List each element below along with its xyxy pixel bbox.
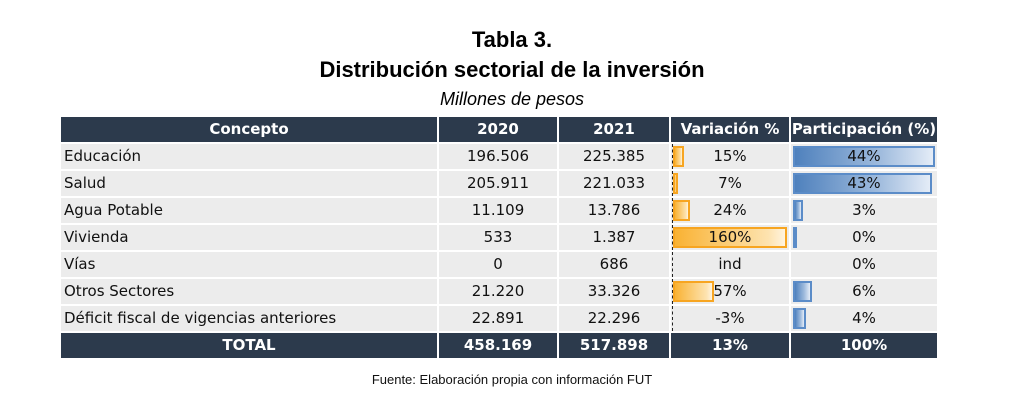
cell-participacion: 3% bbox=[791, 198, 937, 223]
header-participacion: Participación (%) bbox=[791, 117, 937, 142]
total-label: TOTAL bbox=[61, 333, 437, 358]
header-row: Concepto 2020 2021 Variación % Participa… bbox=[61, 117, 937, 142]
variacion-value: 160% bbox=[708, 228, 752, 246]
variacion-value: ind bbox=[718, 255, 742, 273]
variacion-data-bar bbox=[673, 173, 678, 194]
table-row: Educación 196.506 225.385 15% 44% bbox=[61, 144, 937, 169]
cell-variacion: ind bbox=[671, 252, 789, 277]
cell-2021: 13.786 bbox=[559, 198, 669, 223]
cell-variacion: 7% bbox=[671, 171, 789, 196]
cell-2020: 22.891 bbox=[439, 306, 557, 331]
cell-2020: 11.109 bbox=[439, 198, 557, 223]
cell-concepto: Educación bbox=[61, 144, 437, 169]
cell-2021: 225.385 bbox=[559, 144, 669, 169]
variacion-value: 7% bbox=[718, 174, 742, 192]
cell-variacion: 57% bbox=[671, 279, 789, 304]
total-row: TOTAL 458.169 517.898 13% 100% bbox=[61, 333, 937, 358]
cell-2021: 1.387 bbox=[559, 225, 669, 250]
cell-participacion: 0% bbox=[791, 225, 937, 250]
cell-variacion: 24% bbox=[671, 198, 789, 223]
table-row: Vivienda 533 1.387 160% 0% bbox=[61, 225, 937, 250]
participacion-data-bar bbox=[793, 281, 813, 302]
variacion-data-bar bbox=[673, 281, 714, 302]
participacion-data-bar bbox=[793, 200, 803, 221]
table-subtitle: Millones de pesos bbox=[439, 89, 585, 109]
table-title: Distribución sectorial de la inversión bbox=[319, 57, 705, 82]
cell-2020: 205.911 bbox=[439, 171, 557, 196]
cell-2021: 33.326 bbox=[559, 279, 669, 304]
cell-participacion: 4% bbox=[791, 306, 937, 331]
header-2020: 2020 bbox=[439, 117, 557, 142]
variacion-value: -3% bbox=[715, 309, 745, 327]
variacion-value: 15% bbox=[713, 147, 747, 165]
participacion-data-bar bbox=[793, 173, 932, 194]
investment-table: Concepto 2020 2021 Variación % Participa… bbox=[59, 115, 939, 360]
cell-concepto: Déficit fiscal de vigencias anteriores bbox=[61, 306, 437, 331]
variacion-axis-line bbox=[672, 171, 673, 196]
variacion-data-bar bbox=[673, 200, 691, 221]
header-2021: 2021 bbox=[559, 117, 669, 142]
variacion-axis-line bbox=[672, 252, 673, 277]
total-participacion: 100% bbox=[791, 333, 937, 358]
total-2021: 517.898 bbox=[559, 333, 669, 358]
cell-concepto: Otros Sectores bbox=[61, 279, 437, 304]
cell-2020: 0 bbox=[439, 252, 557, 277]
variacion-axis-line bbox=[672, 279, 673, 304]
cell-2021: 221.033 bbox=[559, 171, 669, 196]
table-row: Agua Potable 11.109 13.786 24% 3% bbox=[61, 198, 937, 223]
table-row: Otros Sectores 21.220 33.326 57% 6% bbox=[61, 279, 937, 304]
variacion-axis-line bbox=[672, 306, 673, 331]
variacion-data-bar bbox=[673, 146, 684, 167]
cell-participacion: 44% bbox=[791, 144, 937, 169]
cell-participacion: 0% bbox=[791, 252, 937, 277]
cell-concepto: Vivienda bbox=[61, 225, 437, 250]
cell-concepto: Salud bbox=[61, 171, 437, 196]
cell-variacion: 15% bbox=[671, 144, 789, 169]
participacion-value: 0% bbox=[852, 228, 876, 246]
cell-2020: 533 bbox=[439, 225, 557, 250]
participacion-data-bar bbox=[793, 146, 935, 167]
participacion-data-bar bbox=[793, 227, 797, 248]
participacion-value: 43% bbox=[847, 174, 881, 192]
cell-variacion: 160% bbox=[671, 225, 789, 250]
participacion-value: 3% bbox=[852, 201, 876, 219]
participacion-data-bar bbox=[793, 308, 806, 329]
cell-concepto: Agua Potable bbox=[61, 198, 437, 223]
table-number: Tabla 3. bbox=[471, 27, 553, 52]
cell-variacion: -3% bbox=[671, 306, 789, 331]
variacion-axis-line bbox=[672, 198, 673, 223]
total-variacion: 13% bbox=[671, 333, 789, 358]
header-variacion: Variación % bbox=[671, 117, 789, 142]
total-2020: 458.169 bbox=[439, 333, 557, 358]
participacion-value: 44% bbox=[847, 147, 881, 165]
cell-2021: 686 bbox=[559, 252, 669, 277]
cell-participacion: 6% bbox=[791, 279, 937, 304]
variacion-value: 57% bbox=[713, 282, 747, 300]
cell-2020: 196.506 bbox=[439, 144, 557, 169]
cell-concepto: Vías bbox=[61, 252, 437, 277]
source-note: Fuente: Elaboración propia con informaci… bbox=[371, 372, 653, 387]
header-concepto: Concepto bbox=[61, 117, 437, 142]
table-row: Vías 0 686 ind 0% bbox=[61, 252, 937, 277]
variacion-value: 24% bbox=[713, 201, 747, 219]
table-row: Déficit fiscal de vigencias anteriores 22… bbox=[61, 306, 937, 331]
participacion-value: 0% bbox=[852, 255, 876, 273]
variacion-data-bar bbox=[673, 227, 787, 248]
cell-2021: 22.296 bbox=[559, 306, 669, 331]
variacion-axis-line bbox=[672, 225, 673, 250]
cell-participacion: 43% bbox=[791, 171, 937, 196]
cell-2020: 21.220 bbox=[439, 279, 557, 304]
participacion-value: 6% bbox=[852, 282, 876, 300]
participacion-value: 4% bbox=[852, 309, 876, 327]
variacion-axis-line bbox=[672, 144, 673, 169]
table-row: Salud 205.911 221.033 7% 43% bbox=[61, 171, 937, 196]
